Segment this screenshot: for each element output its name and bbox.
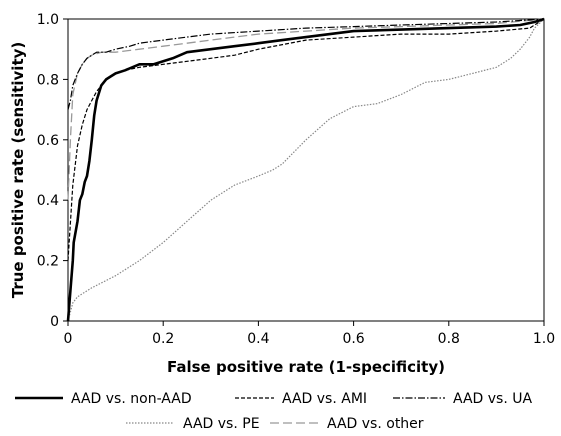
y-tick-label: 0.6: [37, 133, 59, 149]
legend-item-aad-vs-ua: AAD vs. UA: [393, 391, 533, 407]
x-tick-label: 0.6: [342, 331, 364, 347]
y-tick-label: 0.8: [37, 72, 59, 88]
legend-label-aad-vs-ua: AAD vs. UA: [453, 391, 533, 407]
legend: AAD vs. non-AAD AAD vs. AMI AAD vs. UA A…: [15, 391, 533, 432]
legend-label-aad-vs-pe: AAD vs. PE: [183, 416, 260, 432]
legend-label-aad-vs-other: AAD vs. other: [327, 416, 424, 432]
plot-area: 0 0.2 0.4 0.6 0.8 1.0 0 0.2 0.4 0.6 0.8 1.0: [37, 12, 555, 347]
x-tick-label: 0.2: [152, 331, 174, 347]
x-tick-label: 0.8: [438, 331, 460, 347]
legend-item-aad-vs-pe: AAD vs. PE: [126, 416, 260, 432]
y-axis-ticks: 0 0.2 0.4 0.6 0.8 1.0: [37, 12, 68, 330]
y-tick-label: 0.4: [37, 193, 59, 209]
x-axis-title: False positive rate (1-specificity): [167, 358, 445, 376]
y-axis-title: True positive rate (sensitivity): [9, 42, 27, 298]
x-tick-label: 1.0: [533, 331, 555, 347]
series-line-aad-vs-other: [67, 18, 545, 201]
x-tick-label: 0: [64, 331, 73, 347]
y-tick-label: 0.2: [37, 254, 59, 270]
legend-item-aad-vs-other: AAD vs. other: [270, 416, 424, 432]
series-line-aad-vs-non-aad: [66, 17, 545, 322]
plot-frame: [67, 18, 545, 322]
y-tick-label: 0: [50, 314, 59, 330]
series-line-aad-vs-ami: [67, 18, 545, 261]
legend-label-aad-vs-non-aad: AAD vs. non-AAD: [71, 391, 192, 407]
series-layer: [66, 17, 545, 322]
series-line-aad-vs-ua: [67, 18, 545, 110]
legend-item-aad-vs-non-aad: AAD vs. non-AAD: [15, 391, 192, 407]
legend-item-aad-vs-ami: AAD vs. AMI: [235, 391, 367, 407]
series-line-aad-vs-pe: [67, 18, 545, 322]
y-tick-label: 1.0: [37, 12, 59, 28]
legend-label-aad-vs-ami: AAD vs. AMI: [282, 391, 367, 407]
x-axis-ticks: 0 0.2 0.4 0.6 0.8 1.0: [64, 321, 555, 347]
x-tick-label: 0.4: [247, 331, 269, 347]
